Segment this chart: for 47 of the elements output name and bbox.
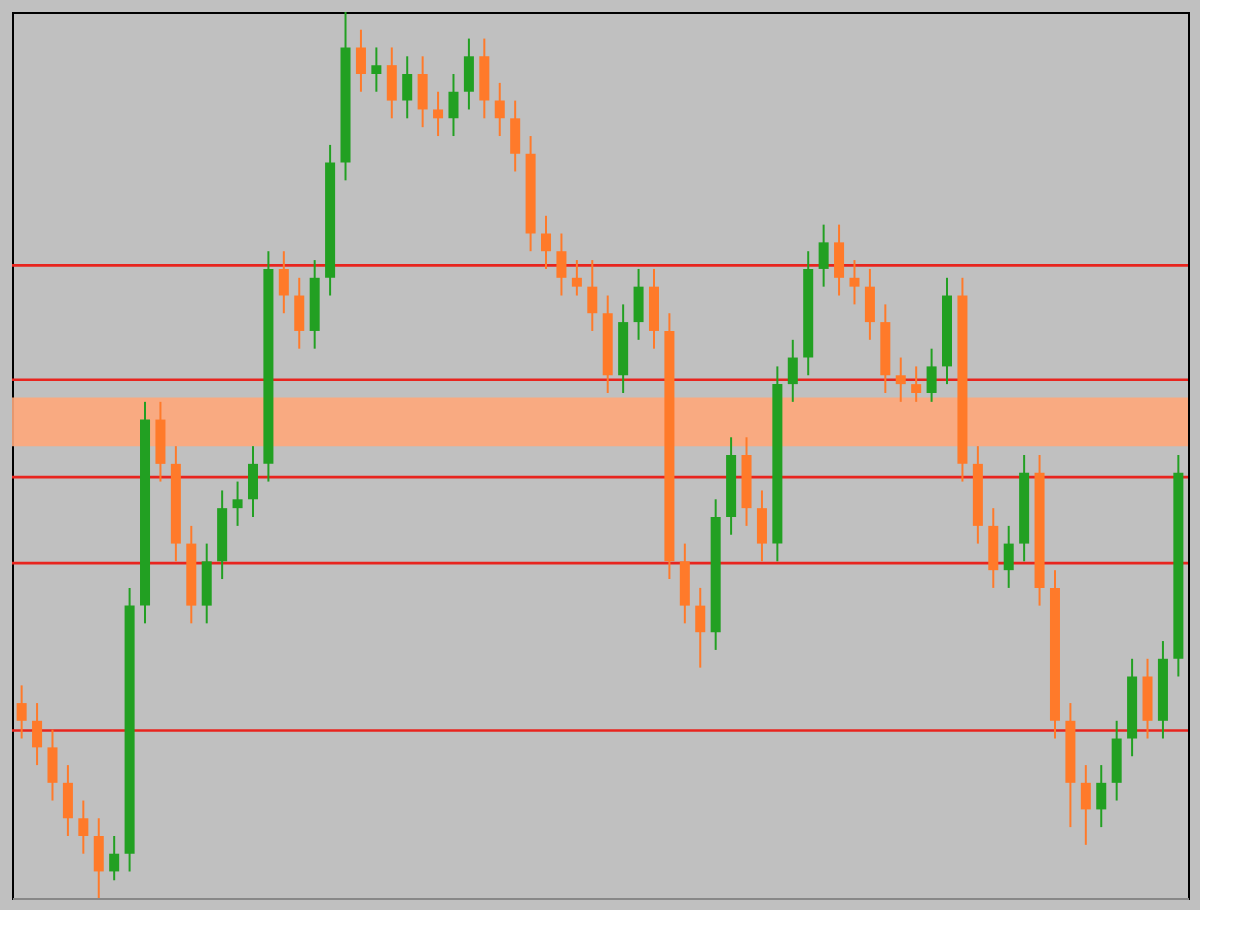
candlestick — [1111, 719, 1122, 802]
candlestick — [494, 81, 505, 138]
candlestick — [818, 223, 829, 288]
candlestick — [155, 400, 166, 483]
candlestick — [1080, 764, 1091, 846]
candlestick — [479, 37, 490, 120]
candlestick — [1003, 524, 1014, 589]
candlestick — [926, 347, 937, 403]
candlestick — [201, 542, 212, 625]
candlestick — [32, 702, 43, 767]
candlestick — [834, 223, 845, 297]
candlestick — [93, 817, 104, 899]
candlestick — [109, 834, 120, 882]
candlestick — [386, 46, 397, 120]
candlestick — [679, 542, 690, 625]
candlestick — [448, 73, 459, 138]
candlestick — [556, 232, 567, 297]
candlestick — [62, 764, 73, 837]
candlestick — [695, 586, 706, 669]
candlestick — [648, 267, 659, 350]
candlestick — [911, 365, 922, 403]
candlestick — [78, 799, 89, 855]
candlestick — [294, 276, 305, 350]
candlestick — [988, 507, 999, 589]
candlestick — [247, 445, 258, 519]
candlestick — [756, 489, 767, 563]
candlestick — [402, 55, 413, 120]
candlestick — [417, 55, 428, 129]
candlestick — [510, 99, 521, 173]
candlestick — [232, 480, 243, 527]
candlestick — [278, 250, 289, 315]
candlestick — [571, 259, 582, 297]
candlestick — [1142, 657, 1153, 740]
candlestick — [787, 338, 798, 403]
candlestick — [16, 684, 27, 740]
candlestick — [849, 259, 860, 306]
candlestick — [541, 214, 552, 270]
candlestick — [864, 267, 875, 341]
candlestick — [371, 46, 382, 93]
candlestick — [587, 259, 598, 332]
candlestick — [433, 90, 444, 138]
candlestick — [633, 267, 644, 341]
candlestick — [463, 37, 474, 111]
candlestick — [47, 728, 58, 802]
candlestick — [1096, 764, 1107, 829]
candlestick — [895, 356, 906, 403]
candlestick — [355, 28, 366, 93]
